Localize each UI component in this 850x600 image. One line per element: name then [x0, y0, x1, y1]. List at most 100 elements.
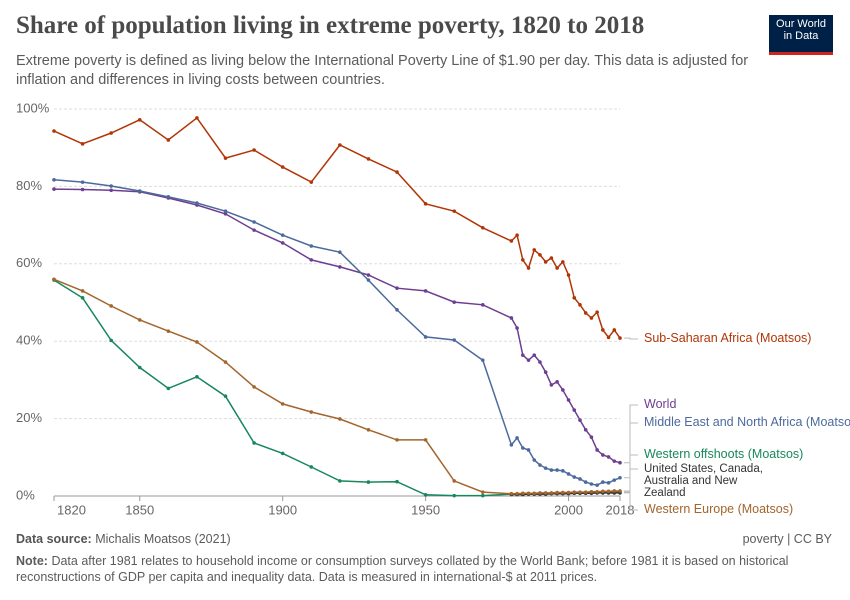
series-point: [309, 180, 314, 184]
series-point: [618, 489, 622, 493]
series-point: [480, 490, 485, 494]
series-point: [452, 300, 457, 304]
series-point: [423, 289, 428, 293]
y-tick-label: 100%: [16, 100, 50, 115]
series-point: [509, 239, 514, 243]
series-point: [532, 248, 537, 252]
note: Note: Data after 1981 relates to househo…: [16, 553, 831, 585]
series-point: [561, 388, 565, 392]
logo[interactable]: Our World in Data: [769, 15, 833, 55]
series-point: [280, 233, 285, 237]
series-point: [223, 394, 228, 398]
series-label[interactable]: Western Europe (Moatsos): [644, 502, 794, 516]
series-point: [223, 156, 228, 160]
series-point: [595, 489, 599, 494]
series-point: [195, 116, 199, 120]
series-point: [366, 273, 371, 277]
series-point: [543, 370, 548, 374]
series-point: [612, 459, 617, 463]
series-label[interactable]: United States, Canada, Australia and New…: [644, 463, 763, 499]
series-point: [338, 479, 342, 483]
series-point: [555, 266, 559, 270]
series-point: [280, 402, 285, 406]
series-point: [515, 491, 519, 496]
series-line: [53, 279, 620, 497]
series-point: [166, 386, 171, 391]
series-point: [137, 189, 142, 193]
series-point: [480, 358, 485, 362]
x-tick-label: 1850: [125, 502, 154, 517]
series-point: [309, 244, 314, 248]
series-point: [52, 178, 56, 182]
series-point: [395, 308, 399, 312]
series-point: [606, 489, 611, 494]
series-point: [583, 428, 588, 432]
series-point: [606, 335, 611, 340]
series-point: [572, 490, 577, 494]
y-tick-label: 60%: [16, 255, 42, 270]
series-point: [606, 481, 611, 485]
series-point: [538, 463, 542, 467]
series-label[interactable]: World: [644, 397, 677, 411]
series-point: [589, 435, 594, 439]
series-point: [572, 296, 577, 300]
series-point: [601, 480, 605, 484]
series-point: [538, 360, 542, 364]
source-text: Michalis Moatsos (2021): [95, 532, 231, 546]
series-point: [606, 455, 611, 459]
series-label[interactable]: Western offshoots (Moatsos): [644, 447, 804, 461]
series-point: [572, 408, 577, 412]
series-point: [549, 468, 554, 472]
series-point: [521, 491, 525, 496]
series-point: [480, 493, 485, 498]
series-point: [423, 202, 428, 206]
series-point: [395, 479, 399, 484]
series-point: [561, 490, 565, 495]
series-label[interactable]: Middle East and North Africa (Moatsos): [644, 415, 850, 429]
series-point: [532, 491, 537, 496]
series-point: [80, 296, 85, 300]
x-tick-label: 2018: [606, 502, 635, 517]
series-point: [595, 483, 599, 487]
series-label[interactable]: Sub-Saharan Africa (Moatsos): [644, 331, 812, 345]
series-point: [452, 493, 457, 498]
series-point: [309, 258, 314, 262]
series-point: [589, 482, 594, 486]
series-point: [166, 329, 171, 333]
series-point: [338, 250, 342, 254]
series-point: [252, 228, 256, 232]
series-point: [521, 258, 525, 262]
series-point: [338, 417, 342, 421]
x-tick-label: 2000: [554, 502, 583, 517]
series-point: [549, 256, 554, 260]
series-point: [366, 157, 371, 161]
series-point: [561, 469, 565, 473]
series-point: [578, 490, 582, 494]
series-point: [578, 418, 582, 422]
series-point: [509, 491, 514, 496]
series-point: [80, 289, 85, 293]
series-point: [280, 451, 285, 456]
series-point: [509, 443, 514, 447]
y-tick-label: 80%: [16, 178, 42, 193]
series-point: [480, 226, 485, 230]
series-point: [555, 490, 559, 495]
label-leader: [624, 337, 638, 340]
series-point: [515, 326, 519, 330]
series-point: [601, 489, 605, 494]
series-point: [80, 142, 85, 146]
series-point: [80, 180, 85, 184]
series-point: [52, 277, 56, 282]
series-point: [583, 311, 588, 315]
series-point: [252, 441, 256, 445]
footer-right[interactable]: poverty | CC BY: [742, 532, 832, 546]
series-point: [538, 491, 542, 495]
series-point: [583, 480, 588, 484]
series-line: [53, 179, 621, 486]
series-point: [549, 383, 554, 387]
series-line: [53, 188, 621, 464]
series-point: [452, 338, 457, 342]
chart-subtitle: Extreme poverty is defined as living bel…: [16, 53, 749, 88]
label-leader: [624, 454, 638, 493]
series-point: [618, 336, 622, 340]
